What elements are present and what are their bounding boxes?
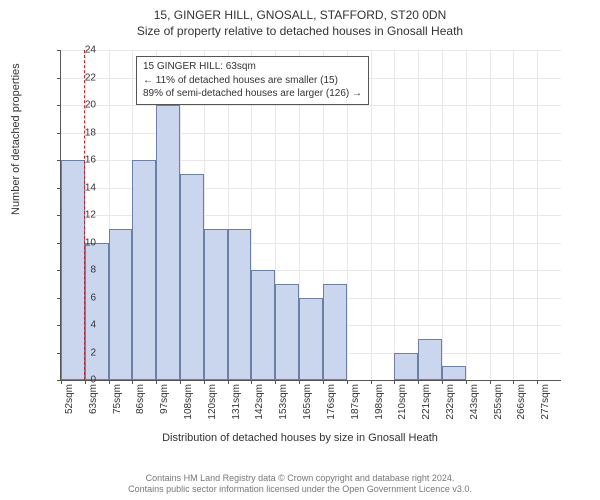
xtick-label: 255sqm [493,384,504,420]
xtick-mark [537,380,538,384]
xtick-mark [490,380,491,384]
histogram-bar [299,298,323,381]
annotation-line-2: ← 11% of detached houses are smaller (15… [143,74,362,88]
ytick-label: 2 [66,347,96,358]
xtick-label: 198sqm [374,384,385,420]
title-line-1: 15, GINGER HILL, GNOSALL, STAFFORD, ST20… [0,0,600,22]
ytick-mark [57,50,61,51]
histogram-bar [180,174,204,380]
xtick-label: 221sqm [421,384,432,420]
xtick-label: 176sqm [326,384,337,420]
plot-area: 52sqm63sqm75sqm86sqm97sqm108sqm120sqm131… [60,50,561,381]
histogram-bar [442,366,466,380]
ytick-label: 14 [66,182,96,193]
y-axis-label: Number of detached properties [10,63,22,215]
annotation-box: 15 GINGER HILL: 63sqm ← 11% of detached … [136,56,369,105]
ytick-label: 24 [66,45,96,56]
xtick-label: 108sqm [183,384,194,420]
footer-line-1: Contains HM Land Registry data © Crown c… [0,473,600,485]
ytick-label: 10 [66,237,96,248]
xtick-mark [513,380,514,384]
xtick-mark [132,380,133,384]
histogram-bar [132,160,156,380]
xtick-label: 75sqm [112,384,123,414]
xtick-mark [204,380,205,384]
xtick-mark [299,380,300,384]
gridline-v [466,50,467,380]
histogram-bar [156,105,180,380]
chart-container: 15, GINGER HILL, GNOSALL, STAFFORD, ST20… [0,0,600,500]
ytick-label: 12 [66,210,96,221]
xtick-label: 165sqm [302,384,313,420]
annotation-line-1: 15 GINGER HILL: 63sqm [143,60,362,74]
gridline-v [371,50,372,380]
xtick-mark [466,380,467,384]
histogram-bar [85,243,109,381]
xtick-label: 131sqm [231,384,242,420]
xtick-label: 120sqm [207,384,218,420]
xtick-mark [109,380,110,384]
xtick-label: 97sqm [159,384,170,414]
ytick-label: 8 [66,265,96,276]
xtick-label: 63sqm [88,384,99,414]
ytick-label: 4 [66,320,96,331]
ytick-label: 18 [66,127,96,138]
histogram-bar [323,284,347,380]
xtick-mark [156,380,157,384]
gridline-v [537,50,538,380]
xtick-mark [323,380,324,384]
histogram-bar [394,353,418,381]
ytick-label: 16 [66,155,96,166]
gridline-h [61,105,561,106]
histogram-bar [275,284,299,380]
gridline-v [442,50,443,380]
xtick-mark [371,380,372,384]
gridline-v [394,50,395,380]
xtick-label: 210sqm [397,384,408,420]
xtick-label: 266sqm [516,384,527,420]
xtick-label: 52sqm [64,384,75,414]
xtick-mark [180,380,181,384]
xtick-label: 142sqm [254,384,265,420]
xtick-mark [251,380,252,384]
annotation-line-3: 89% of semi-detached houses are larger (… [143,87,362,101]
histogram-bar [204,229,228,380]
ytick-mark [57,133,61,134]
histogram-bar [228,229,252,380]
xtick-mark [347,380,348,384]
ytick-label: 6 [66,292,96,303]
histogram-bar [418,339,442,380]
gridline-v [418,50,419,380]
histogram-bar [109,229,133,380]
x-axis-label: Distribution of detached houses by size … [0,432,600,444]
ytick-label: 20 [66,100,96,111]
ytick-label: 0 [66,375,96,386]
xtick-mark [442,380,443,384]
xtick-label: 277sqm [540,384,551,420]
xtick-mark [275,380,276,384]
footer: Contains HM Land Registry data © Crown c… [0,473,600,496]
xtick-label: 187sqm [350,384,361,420]
ytick-label: 22 [66,72,96,83]
ytick-mark [57,78,61,79]
gridline-v [490,50,491,380]
footer-line-2: Contains public sector information licen… [0,484,600,496]
gridline-v [513,50,514,380]
xtick-mark [418,380,419,384]
title-line-2: Size of property relative to detached ho… [0,22,600,42]
ytick-mark [57,105,61,106]
histogram-bar [251,270,275,380]
xtick-label: 153sqm [278,384,289,420]
gridline-h [61,50,561,51]
xtick-label: 86sqm [135,384,146,414]
xtick-mark [228,380,229,384]
xtick-mark [394,380,395,384]
xtick-label: 232sqm [445,384,456,420]
gridline-h [61,133,561,134]
xtick-label: 243sqm [469,384,480,420]
xtick-mark [61,380,62,384]
